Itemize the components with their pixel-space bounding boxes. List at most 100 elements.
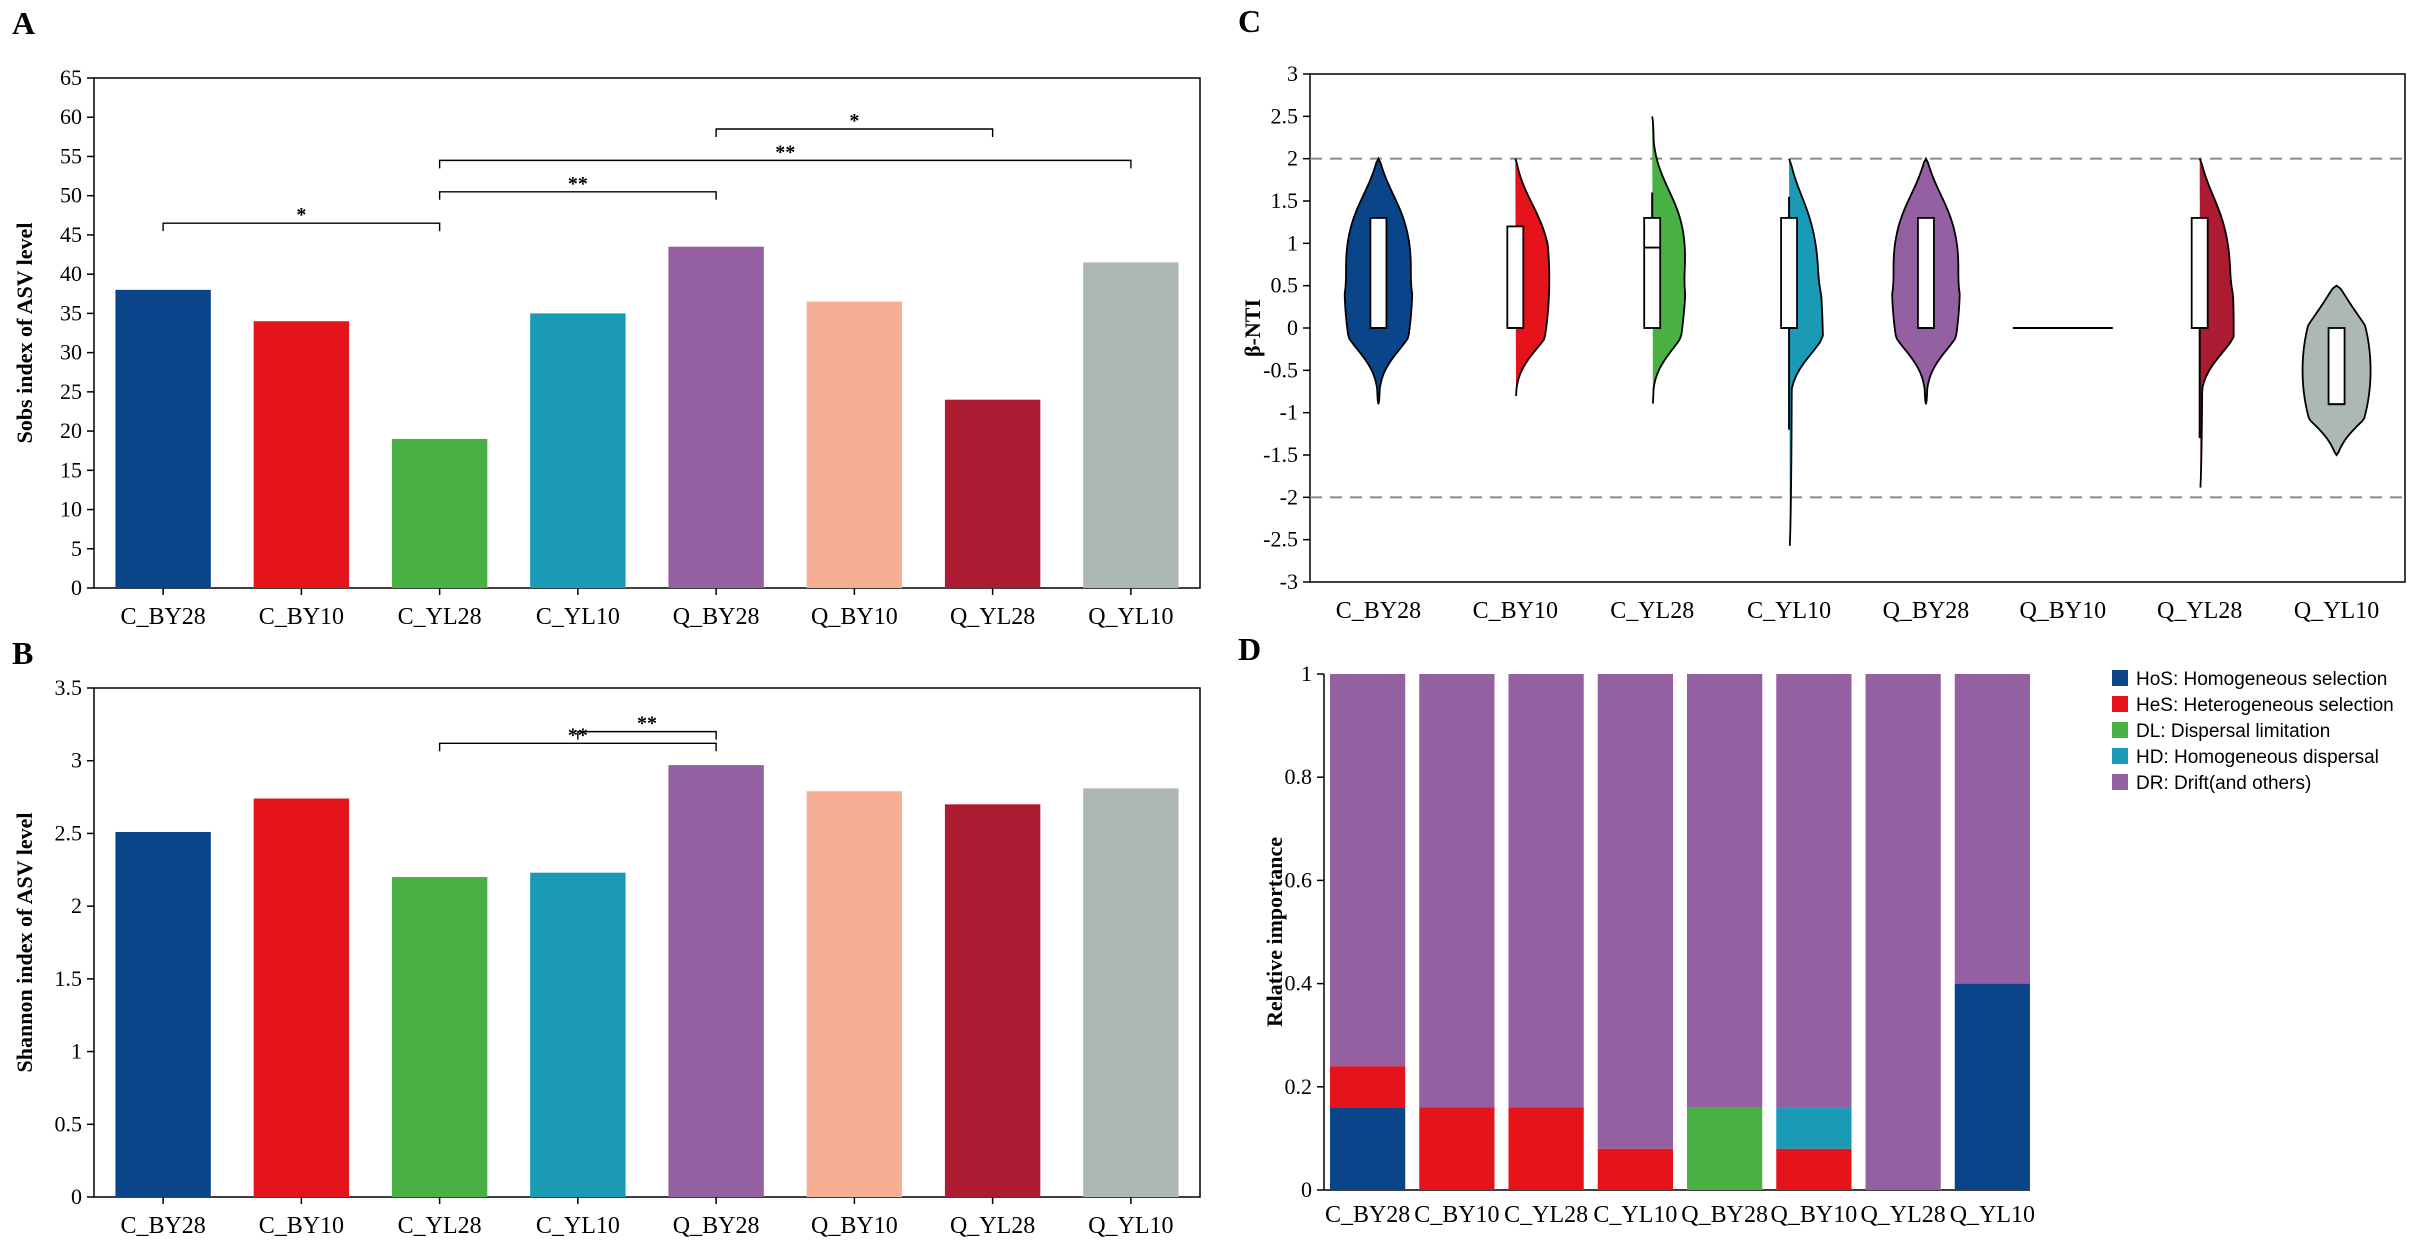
bar-c-by10: [253, 321, 350, 588]
segment-hos-c-by28: [1330, 1107, 1406, 1190]
violin-c-yl28: [1651, 116, 1687, 404]
y-tick-label: 0.6: [1285, 867, 1313, 892]
y-axis-label: Sobs index of ASV level: [12, 223, 37, 444]
y-tick-label: 2.5: [55, 820, 83, 845]
significance-label: **: [637, 713, 657, 735]
bar-c-yl28: [391, 877, 488, 1197]
x-tick-label: Q_BY10: [811, 604, 898, 630]
y-tick-label: 0.5: [55, 1111, 83, 1136]
bar-c-yl10: [530, 313, 626, 588]
segment-hes-c-by28: [1330, 1066, 1406, 1108]
x-tick-label: C_YL10: [536, 604, 620, 630]
bar-q-yl10: [1083, 262, 1179, 588]
x-tick-label: C_YL10: [1747, 598, 1831, 624]
y-tick-label: 0: [1287, 315, 1298, 340]
y-axis-label: Relative importance: [1262, 837, 1287, 1027]
legend-swatch-hos: [2112, 670, 2128, 686]
panel-label: B: [12, 635, 33, 671]
x-tick-label: C_BY28: [1325, 1202, 1410, 1228]
x-tick-label: Q_BY28: [673, 1213, 760, 1239]
segment-hes-c-yl28: [1508, 1107, 1584, 1190]
x-tick-label: Q_YL10: [1088, 1213, 1173, 1239]
x-tick-label: Q_YL28: [2157, 598, 2242, 624]
violin-box: [1369, 217, 1388, 329]
x-tick-label: Q_YL28: [1860, 1202, 1945, 1228]
y-tick-label: -1: [1280, 400, 1298, 425]
x-tick-label: C_YL10: [1593, 1202, 1677, 1228]
x-tick-label: C_YL28: [398, 1213, 482, 1239]
y-tick-label: 0: [71, 1184, 82, 1209]
panel-label: D: [1238, 631, 1261, 667]
x-tick-label: C_BY28: [1336, 598, 1421, 624]
x-tick-label: C_BY28: [120, 1213, 205, 1239]
legend-label-hes: HeS: Heterogeneous selection: [2136, 695, 2394, 716]
legend-swatch-dr: [2112, 774, 2128, 790]
legend-swatch-hd: [2112, 748, 2128, 764]
y-tick-label: 25: [60, 379, 82, 404]
y-tick-label: 35: [60, 300, 82, 325]
segment-dr-q-by28: [1687, 674, 1763, 1108]
segment-dr-c-yl28: [1508, 674, 1584, 1108]
y-tick-label: 0.4: [1285, 971, 1313, 996]
bar-q-by28: [668, 765, 764, 1197]
x-tick-label: C_BY10: [259, 604, 344, 630]
violin-box: [2190, 217, 2209, 329]
legend-label-hos: HoS: Homogeneous selection: [2136, 669, 2387, 690]
y-tick-label: 0.5: [1271, 273, 1299, 298]
panel-a-chart: A 0 5 10 15 20 25 30 35 40 45 50 55 60 65 C_BY28 C_BY10 C…: [12, 5, 1201, 630]
y-axis-label: Shannon index of ASV level: [12, 812, 37, 1072]
y-tick-label: 20: [60, 418, 82, 443]
x-tick-label: Q_YL10: [1950, 1202, 2035, 1228]
significance-bracket: [438, 191, 717, 200]
x-tick-label: C_BY10: [1414, 1202, 1499, 1228]
y-tick-label: 15: [60, 457, 82, 482]
violin-box: [2327, 327, 2346, 406]
x-tick-label: Q_YL10: [1088, 604, 1173, 630]
segment-hos-q-yl10: [1954, 983, 2030, 1190]
x-tick-label: Q_BY10: [2019, 598, 2106, 624]
y-tick-label: 45: [60, 222, 82, 247]
violin-c-yl10: [1788, 158, 1824, 546]
violin-box: [1780, 217, 1798, 329]
legend-label-dl: DL: Dispersal limitation: [2136, 721, 2330, 742]
y-tick-label: 3: [71, 748, 82, 773]
panel-label: C: [1238, 3, 1261, 39]
y-tick-label: 1: [1287, 230, 1298, 255]
bar-c-yl28: [391, 438, 488, 588]
significance-bracket: [715, 128, 994, 137]
y-tick-label: -3: [1280, 569, 1298, 594]
y-tick-label: 40: [60, 261, 82, 286]
y-tick-label: 30: [60, 340, 82, 365]
y-tick-label: 1: [1301, 661, 1312, 686]
y-tick-label: -1.5: [1263, 442, 1298, 467]
x-tick-label: C_BY10: [1473, 598, 1558, 624]
y-tick-label: 50: [60, 183, 82, 208]
y-tick-label: 1.5: [1271, 188, 1299, 213]
bar-c-by10: [253, 798, 350, 1197]
y-tick-label: 1.5: [55, 966, 83, 991]
x-tick-label: Q_YL28: [950, 1213, 1035, 1239]
segment-dr-q-yl10: [1954, 674, 2030, 984]
violin-box: [1643, 217, 1662, 329]
segment-hes-c-by10: [1419, 1107, 1495, 1190]
x-tick-label: Q_YL28: [950, 604, 1035, 630]
legend-label-hd: HD: Homogeneous dispersal: [2136, 747, 2379, 768]
x-tick-label: Q_BY10: [811, 1213, 898, 1239]
significance-bracket: [438, 742, 717, 752]
segment-dl-q-by28: [1687, 1107, 1763, 1190]
x-tick-label: Q_BY28: [1883, 598, 1970, 624]
y-tick-label: 65: [60, 65, 82, 90]
significance-label: *: [296, 204, 306, 226]
y-tick-label: -0.5: [1263, 357, 1298, 382]
segment-hes-q-by10: [1776, 1148, 1852, 1190]
y-tick-label: 2: [71, 893, 82, 918]
panel-d-chart: D00.20.40.60.81C_BY28 C_BY10 C_YL28 C_YL10 Q…: [1238, 631, 2394, 1228]
y-tick-label: 55: [60, 143, 82, 168]
segment-dr-c-by10: [1419, 674, 1495, 1108]
bar-q-yl10: [1083, 788, 1179, 1197]
significance-label: *: [849, 110, 859, 132]
plot-frame: [93, 77, 1201, 589]
y-tick-label: 10: [60, 497, 82, 522]
segment-hes-c-yl10: [1597, 1148, 1673, 1190]
x-tick-label: Q_BY28: [1681, 1202, 1768, 1228]
